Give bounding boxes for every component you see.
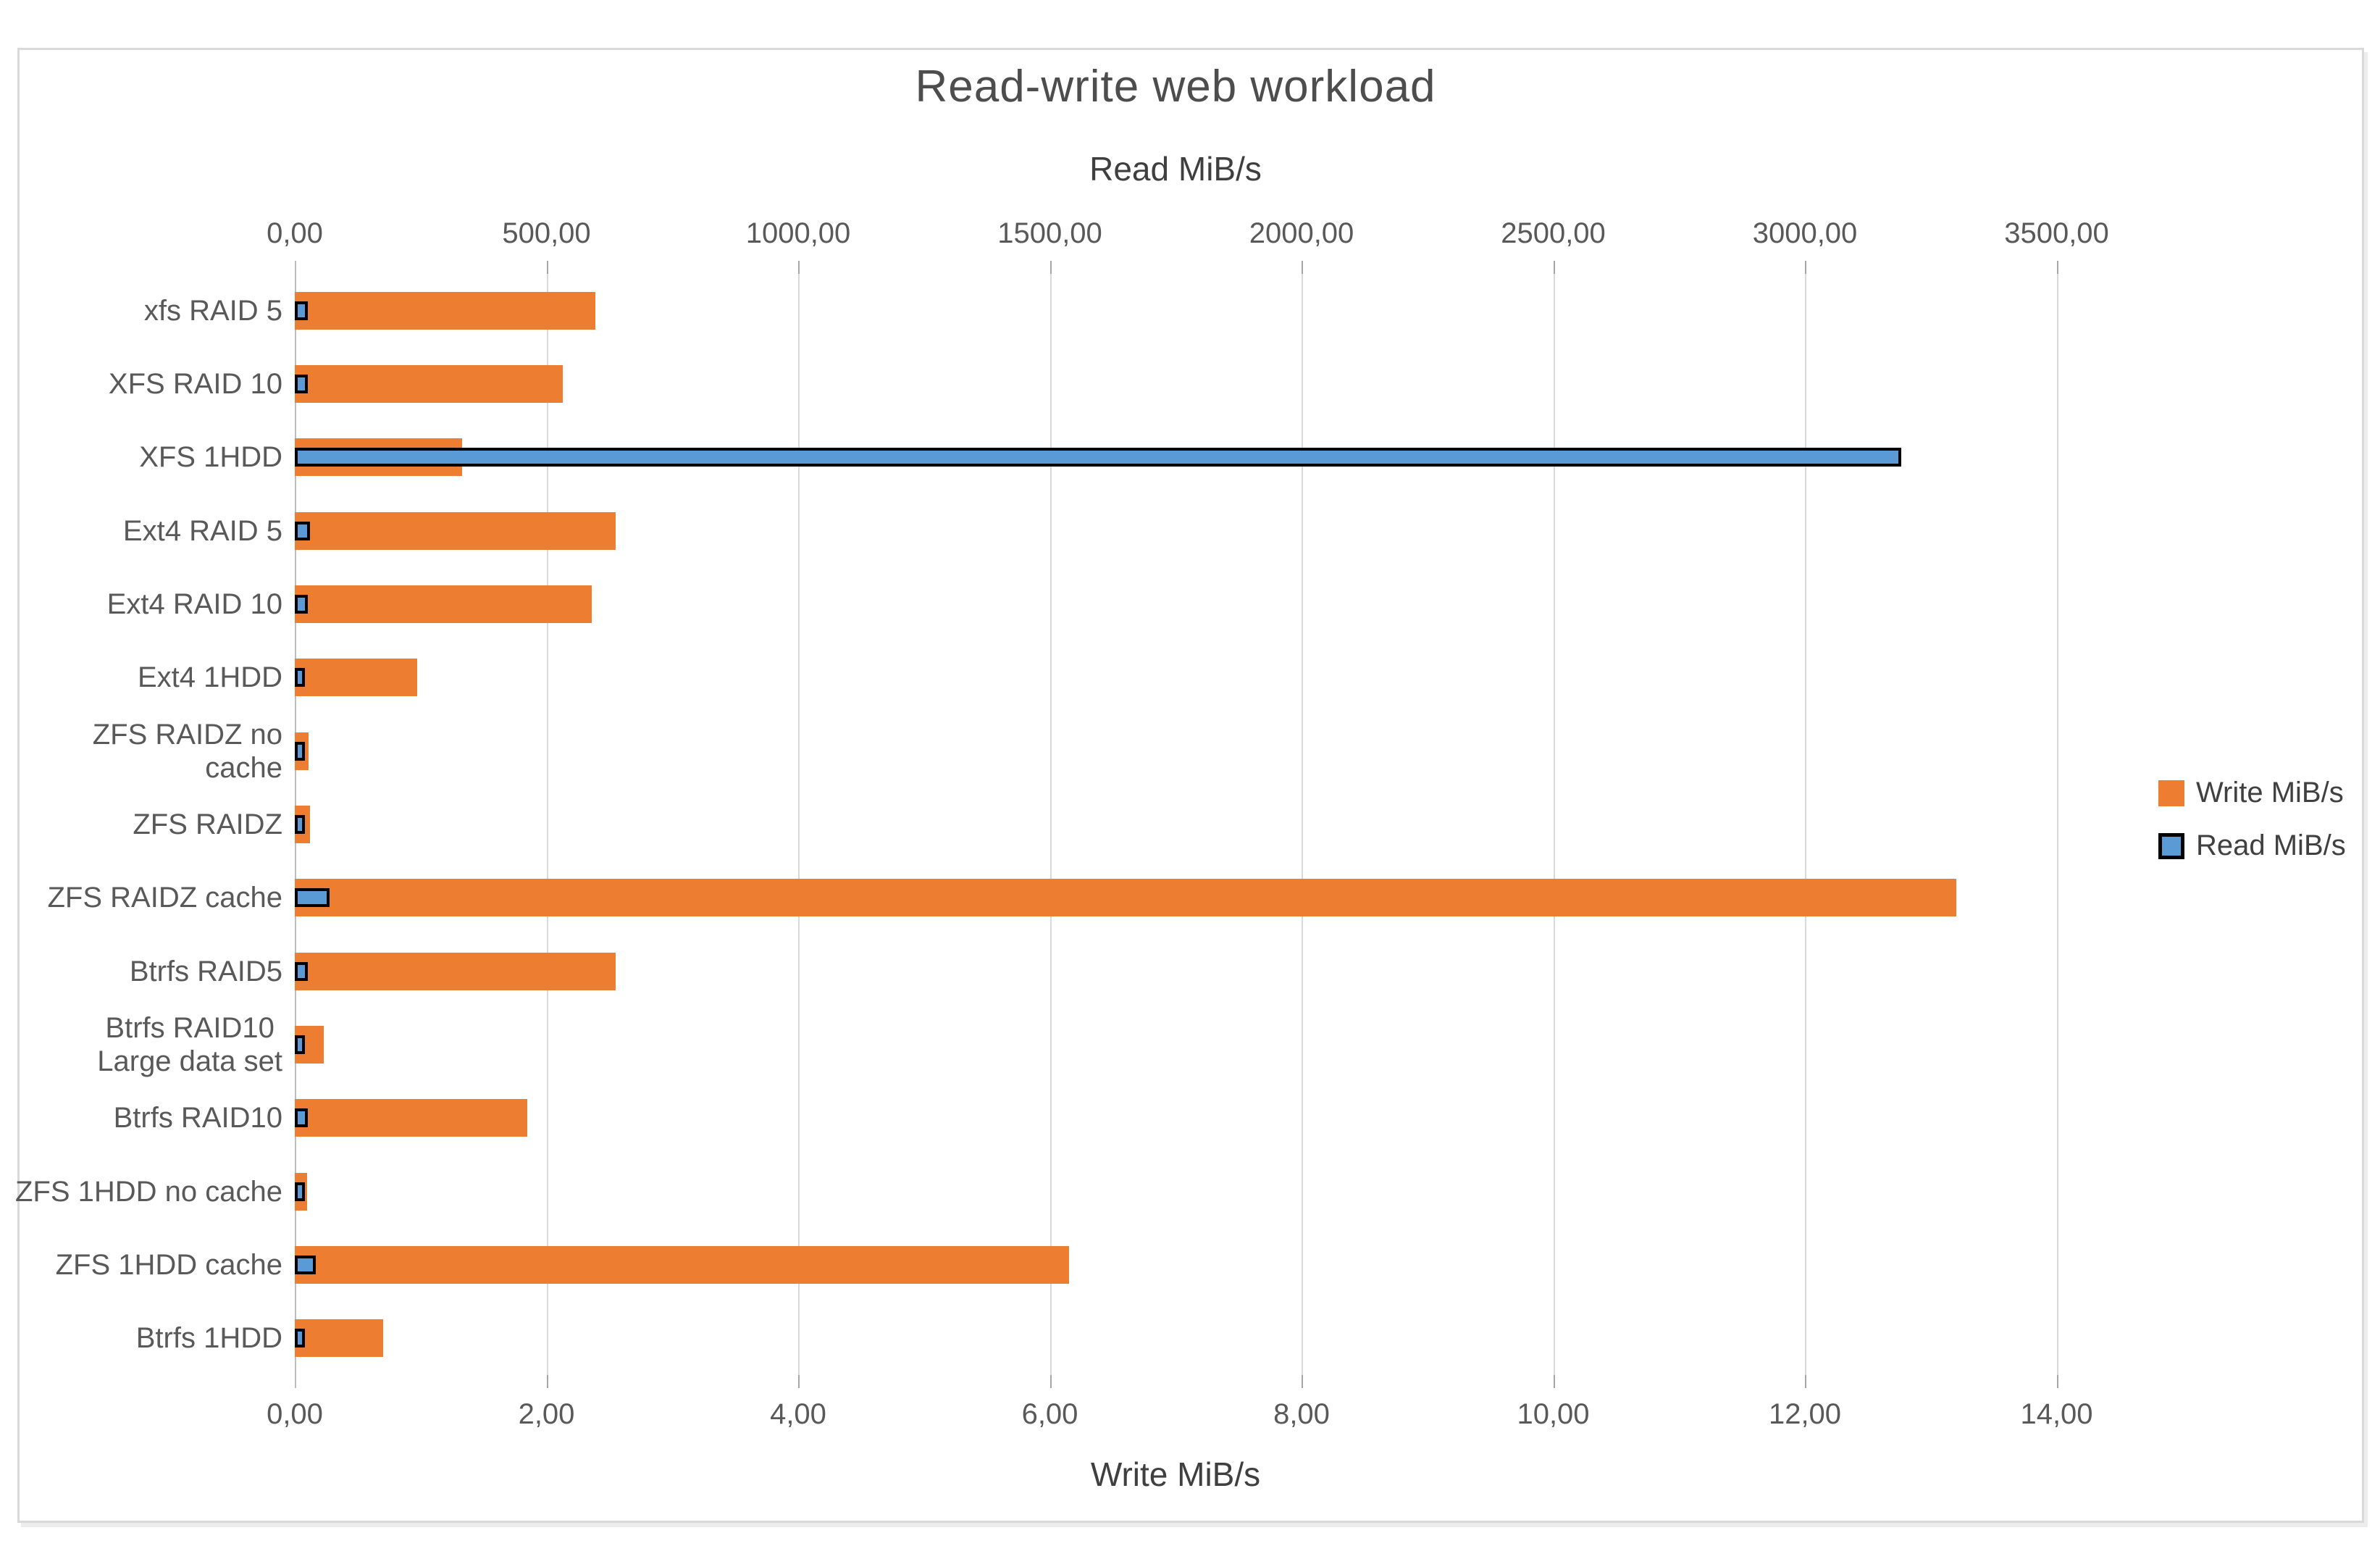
legend: Write MiB/s Read MiB/s <box>2158 777 2346 882</box>
category-label: XFS 1HDD <box>139 441 282 474</box>
gridline <box>1553 274 1555 1375</box>
bar-write <box>295 1099 528 1137</box>
bottom-tick-label: 12,00 <box>1768 1398 1842 1430</box>
category-label: ZFS RAIDZ cache <box>47 882 282 914</box>
category-label: XFS RAID 10 <box>108 367 282 400</box>
bar-read <box>295 888 330 908</box>
bottom-tick-label: 6,00 <box>1021 1398 1078 1430</box>
bar-write <box>295 291 596 330</box>
bar-write <box>295 1319 383 1358</box>
bottom-tick-mark <box>1302 1375 1303 1388</box>
bar-read <box>295 815 305 834</box>
read-series-swatch <box>2158 832 2184 859</box>
top-tick-label: 3000,00 <box>1752 217 1858 249</box>
bottom-tick-label: 4,00 <box>770 1398 826 1430</box>
bottom-tick-mark <box>2056 1375 2058 1388</box>
category-label: Ext4 RAID 10 <box>106 588 282 620</box>
top-tick-label: 0,00 <box>267 217 323 249</box>
top-tick-mark <box>2056 261 2058 274</box>
top-tick-mark <box>798 261 800 274</box>
bar-read <box>295 1182 305 1201</box>
category-label: Btrfs RAID10 Large data set <box>97 1011 282 1077</box>
top-tick-label: 1500,00 <box>997 217 1102 249</box>
gridline <box>798 274 800 1375</box>
top-tick-label: 2000,00 <box>1249 217 1354 249</box>
write-series-swatch <box>2158 780 2184 806</box>
chart-frame <box>17 48 2364 1523</box>
gridline <box>1049 274 1052 1375</box>
category-label: ZFS RAIDZ no cache <box>92 718 282 784</box>
bar-read <box>295 521 310 540</box>
bar-read <box>295 1255 316 1274</box>
bar-write <box>295 1246 1069 1284</box>
bar-read <box>295 375 309 393</box>
top-tick-mark <box>546 261 548 274</box>
bar-read <box>295 668 305 688</box>
top-tick-mark <box>1302 261 1303 274</box>
category-label: ZFS RAIDZ <box>133 808 282 840</box>
bar-read <box>295 1329 305 1348</box>
gridline <box>546 274 548 1375</box>
bar-write <box>295 585 592 623</box>
category-label: ZFS 1HDD cache <box>55 1248 282 1281</box>
category-label: Ext4 RAID 5 <box>122 514 282 547</box>
top-tick-label: 2500,00 <box>1501 217 1606 249</box>
bar-read <box>295 301 309 320</box>
bar-write <box>295 952 616 990</box>
legend-label: Write MiB/s <box>2196 777 2344 808</box>
bottom-tick-label: 14,00 <box>2020 1398 2093 1430</box>
category-label: Ext4 1HDD <box>137 661 282 694</box>
bottom-axis-title: Write MiB/s <box>1090 1455 1261 1493</box>
bottom-tick-mark <box>1049 1375 1052 1388</box>
top-tick-mark <box>1805 261 1806 274</box>
bottom-tick-mark <box>546 1375 548 1388</box>
bar-write <box>295 511 616 550</box>
legend-label: Read MiB/s <box>2196 830 2346 861</box>
bar-write <box>295 365 563 403</box>
bottom-tick-label: 0,00 <box>267 1398 323 1430</box>
bar-read <box>295 448 1902 467</box>
top-tick-label: 1000,00 <box>745 217 851 249</box>
bar-read <box>295 741 305 761</box>
bar-read <box>295 961 309 981</box>
chart-title: Read-write web workload <box>915 62 1436 112</box>
bar-write <box>295 879 1956 917</box>
bottom-tick-label: 10,00 <box>1517 1398 1590 1430</box>
top-tick-mark <box>1049 261 1052 274</box>
bottom-tick-mark <box>1553 1375 1555 1388</box>
top-tick-label: 3500,00 <box>2004 217 2109 249</box>
category-label: Btrfs 1HDD <box>135 1322 282 1355</box>
gridline <box>1302 274 1303 1375</box>
category-label: Btrfs RAID10 <box>113 1102 282 1135</box>
top-tick-label: 500,00 <box>502 217 591 249</box>
category-label: ZFS 1HDD no cache <box>14 1175 282 1208</box>
legend-entry: Write MiB/s <box>2158 777 2346 809</box>
bottom-tick-mark <box>1805 1375 1806 1388</box>
category-label: Btrfs RAID5 <box>129 955 282 987</box>
top-axis-title: Read MiB/s <box>1089 150 1262 188</box>
bottom-tick-mark <box>798 1375 800 1388</box>
legend-entry: Read MiB/s <box>2158 830 2346 862</box>
top-tick-mark <box>1553 261 1555 274</box>
bar-read <box>295 1035 305 1054</box>
gridline <box>1805 274 1806 1375</box>
bar-write <box>295 659 417 697</box>
bottom-tick-label: 2,00 <box>518 1398 575 1430</box>
category-label: xfs RAID 5 <box>143 294 282 327</box>
bar-read <box>295 1108 309 1128</box>
bar-read <box>295 595 309 614</box>
bottom-tick-label: 8,00 <box>1273 1398 1330 1430</box>
gridline <box>2056 274 2058 1375</box>
